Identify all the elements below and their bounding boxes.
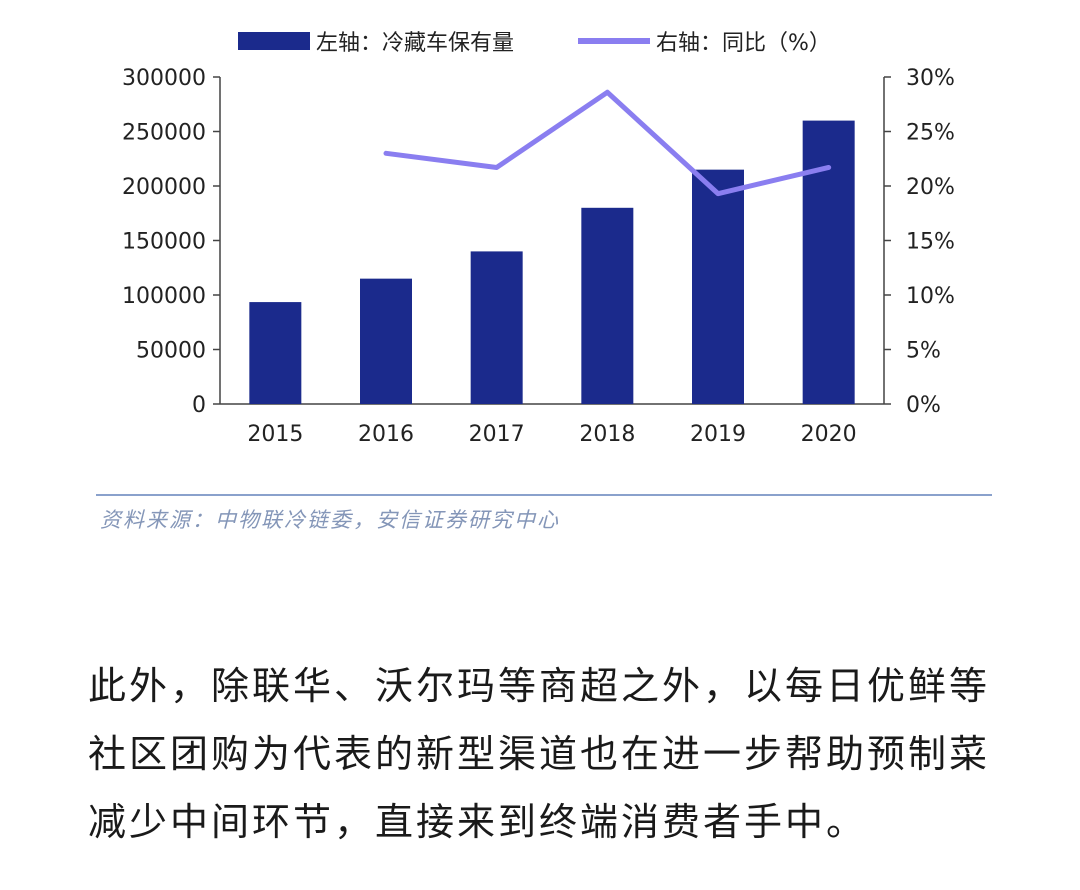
bar-2015: [249, 302, 302, 404]
right-axis-tick-label: 10%: [906, 284, 955, 309]
right-axis-tick-label: 25%: [906, 121, 955, 146]
left-axis-tick-label: 200000: [122, 175, 206, 200]
legend-label-bars: 左轴：冷藏车保有量: [316, 31, 514, 56]
x-axis-tick-label: 2019: [690, 422, 746, 447]
chart: 左轴：冷藏车保有量 右轴：同比（%） 0 50000 100000 150000 200…: [122, 31, 955, 447]
bar-2019: [692, 169, 744, 404]
right-axis-tick-label: 30%: [906, 66, 955, 91]
x-axis-tick-label: 2020: [801, 422, 857, 447]
left-axis-tick-label: 250000: [122, 121, 206, 146]
legend-swatch-bars: [238, 32, 310, 50]
x-axis-tick-label: 2016: [358, 422, 414, 447]
yoy-growth-line: [383, 89, 832, 197]
bar-2018: [581, 207, 634, 404]
bar-2016: [360, 278, 412, 404]
right-axis-tick-label: 20%: [906, 175, 955, 200]
source-divider: [96, 494, 992, 496]
x-axis-tick-label: 2015: [247, 422, 303, 447]
right-axis-tick-label: 5%: [906, 339, 941, 364]
left-axis-tick-label: 300000: [122, 66, 206, 91]
bar-2017: [470, 251, 523, 404]
left-axis-tick-label: 100000: [122, 284, 206, 309]
legend: 左轴：冷藏车保有量 右轴：同比（%）: [238, 31, 831, 56]
article-paragraph: 此外，除联华、沃尔玛等商超之外，以每日优鲜等社区团购为代表的新型渠道也在进一步帮…: [88, 664, 991, 844]
right-axis-tick-label: 15%: [906, 230, 955, 255]
left-axis-tick-label: 150000: [122, 230, 206, 255]
x-axis-tick-label: 2017: [469, 422, 525, 447]
axes: [219, 77, 885, 405]
plot-area: 0 50000 100000 150000 200000 250000 300000 0% 5%…: [122, 66, 955, 447]
right-axis-tick-label: 0%: [906, 393, 941, 418]
left-axis-tick-label: 50000: [136, 339, 206, 364]
legend-label-line: 右轴：同比（%）: [656, 31, 831, 56]
left-axis-tick-label: 0: [192, 393, 206, 418]
bar-2020: [802, 120, 855, 404]
x-axis-tick-label: 2018: [579, 422, 635, 447]
source-note: 资料来源：中物联冷链委，安信证券研究中心: [100, 508, 560, 532]
